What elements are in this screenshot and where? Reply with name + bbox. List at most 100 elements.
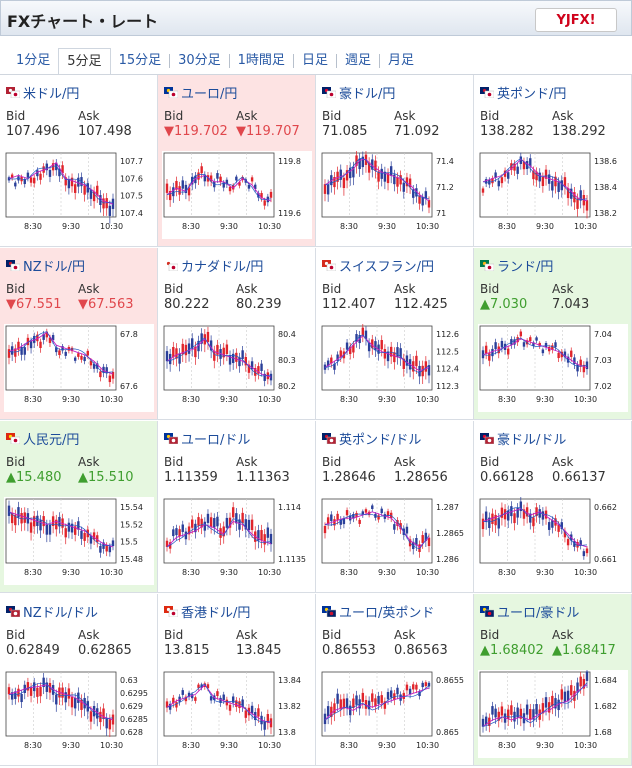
currency-pair-link[interactable]: 人民元/円	[6, 429, 79, 448]
tab-timeframe[interactable]: 月足	[387, 53, 414, 68]
yjfx-logo[interactable]: YJFX!	[535, 8, 617, 32]
tab-timeframe[interactable]: 15分足	[118, 53, 162, 68]
tab-timeframe[interactable]: 5分足	[58, 48, 111, 74]
candle	[535, 507, 538, 517]
candle	[254, 184, 257, 190]
candle	[396, 347, 399, 358]
ask-value: ▲15.510	[78, 470, 134, 485]
x-tick-label: 9:30	[62, 568, 80, 577]
rate-panel[interactable]: 豪ドル/円 Bid Ask 71.085 71.092 71.4 71.2 71 8:30 9:3…	[316, 75, 474, 247]
bid-label: Bid	[6, 109, 26, 123]
tab-timeframe[interactable]: 1時間足	[237, 53, 285, 68]
rate-panel[interactable]: 英ポンド/ドル Bid Ask 1.28646 1.28656 1.287 1.2865 1.…	[316, 421, 474, 593]
candle	[92, 191, 96, 202]
y-tick-label: 1.684	[594, 676, 617, 685]
mini-candle-chart[interactable]: 15.54 15.52 15.5 15.48 8:30 9:30 10:30	[4, 497, 154, 585]
candle	[383, 349, 387, 359]
candle	[191, 694, 194, 699]
rate-panel[interactable]: ユーロ/円 Bid Ask ▼119.702 ▼119.707 119.8 119.6 8:3…	[158, 75, 316, 247]
rate-panel[interactable]: ユーロ/豪ドル Bid Ask ▲1.68402 ▲1.68417 1.684 1.682 1…	[474, 594, 632, 766]
moving-average-line	[324, 334, 430, 372]
mini-candle-chart[interactable]: 0.662 0.661 8:30 9:30 10:30	[478, 497, 628, 585]
rate-panel[interactable]: ユーロ/英ポンド Bid Ask 0.86553 0.86563 0.8655 0.865 8…	[316, 594, 474, 766]
rate-panel[interactable]: スイスフラン/円 Bid Ask 112.407 112.425 112.6 112.5 11…	[316, 248, 474, 420]
candle	[557, 182, 560, 192]
moving-average-line	[482, 337, 588, 367]
mini-candle-chart[interactable]: 138.6 138.4 138.2 8:30 9:30 10:30	[478, 151, 628, 239]
chart-background	[478, 324, 628, 412]
tab-timeframe[interactable]: 日足	[301, 53, 328, 68]
candle	[61, 165, 64, 174]
currency-pair-link[interactable]: スイスフラン/円	[322, 256, 434, 275]
rate-panel[interactable]: ランド/円 Bid Ask ▲7.030 7.043 7.04 7.03 7.02 8:30 9:…	[474, 248, 632, 420]
rate-panel[interactable]: NZドル/ドル Bid Ask 0.62849 0.62865 0.63 0.6295 0.6…	[0, 594, 158, 766]
x-tick-label: 10:30	[100, 395, 123, 404]
currency-pair-link[interactable]: NZドル/ドル	[6, 602, 98, 621]
candle	[377, 515, 380, 520]
rate-panel[interactable]: 豪ドル/ドル Bid Ask 0.66128 0.66137 0.662 0.661 8:30…	[474, 421, 632, 593]
currency-pair-link[interactable]: ランド/円	[480, 256, 553, 275]
candle	[260, 530, 263, 541]
candle	[563, 530, 567, 538]
candle	[209, 517, 213, 527]
currency-pair-link[interactable]: ユーロ/豪ドル	[480, 602, 579, 621]
rate-panel[interactable]: 香港ドル/円 Bid Ask 13.815 13.845 13.84 13.82 13.8 8:…	[158, 594, 316, 766]
tab-timeframe[interactable]: 30分足	[178, 53, 221, 68]
candle	[579, 359, 582, 367]
candle	[330, 357, 333, 364]
mini-candle-chart[interactable]: 1.287 1.2865 1.286 8:30 9:30 10:30	[320, 497, 470, 585]
mini-candle-chart[interactable]: 1.684 1.682 1.68 8:30 9:30 10:30	[478, 670, 628, 758]
candle	[494, 342, 497, 350]
currency-pair-link[interactable]: 英ポンド/ドル	[322, 429, 422, 448]
mini-candle-chart[interactable]: 13.84 13.82 13.8 8:30 9:30 10:30	[162, 670, 312, 758]
y-tick-label: 1.2865	[436, 529, 464, 538]
candle	[102, 366, 105, 373]
candle	[184, 344, 188, 356]
mini-candle-chart[interactable]: 1.114 1.1135 8:30 9:30 10:30	[162, 497, 312, 585]
rate-panel[interactable]: 英ポンド/円 Bid Ask 138.282 138.292 138.6 138.4 138.…	[474, 75, 632, 247]
bid-label: Bid	[164, 455, 184, 469]
tab-timeframe[interactable]: 1分足	[16, 53, 51, 68]
y-tick-label: 1.286	[436, 555, 459, 564]
mini-candle-chart[interactable]: 80.4 80.3 80.2 8:30 9:30 10:30	[162, 324, 312, 412]
candle	[238, 357, 241, 367]
currency-pair-link[interactable]: ユーロ/円	[164, 83, 237, 102]
candle	[535, 337, 538, 341]
mini-candle-chart[interactable]: 0.8655 0.865 8:30 9:30 10:30	[320, 670, 470, 758]
candle	[235, 352, 238, 362]
currency-pair-link[interactable]: ユーロ/英ポンド	[322, 602, 434, 621]
currency-pair-link[interactable]: NZドル/円	[6, 256, 85, 275]
pair-name: 英ポンド/ドル	[339, 432, 422, 448]
currency-pair-link[interactable]: 英ポンド/円	[480, 83, 566, 102]
currency-pair-link[interactable]: 香港ドル/円	[164, 602, 250, 621]
x-tick-label: 10:30	[574, 741, 597, 750]
candle	[254, 367, 257, 376]
currency-pair-link[interactable]: 米ドル/円	[6, 83, 79, 102]
candle	[538, 342, 541, 347]
tab-timeframe[interactable]: 週足	[344, 53, 371, 68]
candle	[399, 175, 402, 185]
mini-candle-chart[interactable]: 107.7 107.6 107.5 107.4 8:30 9:30 10:30	[4, 151, 154, 239]
bid-label: Bid	[6, 455, 26, 469]
candle	[532, 342, 535, 347]
mini-candle-chart[interactable]: 7.04 7.03 7.02 8:30 9:30 10:30	[478, 324, 628, 412]
mini-candle-chart[interactable]: 71.4 71.2 71 8:30 9:30 10:30	[320, 151, 470, 239]
rate-panel[interactable]: NZドル/円 Bid Ask ▼67.551 ▼67.563 67.8 67.6 8:30 9:…	[0, 248, 158, 420]
mini-candle-chart[interactable]: 67.8 67.6 8:30 9:30 10:30	[4, 324, 154, 412]
currency-pair-link[interactable]: 豪ドル/ドル	[480, 429, 566, 448]
currency-pair-link[interactable]: ユーロ/ドル	[164, 429, 250, 448]
currency-pair-link[interactable]: カナダドル/円	[164, 256, 263, 275]
rate-panel[interactable]: カナダドル/円 Bid Ask 80.222 80.239 80.4 80.3 80.2 8:3…	[158, 248, 316, 420]
candle	[399, 348, 402, 359]
rate-panel[interactable]: ユーロ/ドル Bid Ask 1.11359 1.11363 1.114 1.1135 8:3…	[158, 421, 316, 593]
rate-panel[interactable]: 人民元/円 Bid Ask ▲15.480 ▲15.510 15.54 15.52 15.5 1…	[0, 421, 158, 593]
rate-panel[interactable]: 米ドル/円 Bid Ask 107.496 107.498 107.7 107.6 107.5…	[0, 75, 158, 247]
mini-candle-chart[interactable]: 119.8 119.6 8:30 9:30 10:30	[162, 151, 312, 239]
mini-candle-chart[interactable]: 112.6 112.5 112.4 112.3 8:30 9:30 10:30	[320, 324, 470, 412]
candle	[371, 159, 374, 170]
candle	[10, 174, 14, 179]
candle	[522, 509, 526, 519]
mini-candle-chart[interactable]: 0.63 0.6295 0.629 0.6285 0.628 8:30 9:30 10:30	[4, 670, 154, 758]
candle	[260, 363, 263, 371]
currency-pair-link[interactable]: 豪ドル/円	[322, 83, 395, 102]
